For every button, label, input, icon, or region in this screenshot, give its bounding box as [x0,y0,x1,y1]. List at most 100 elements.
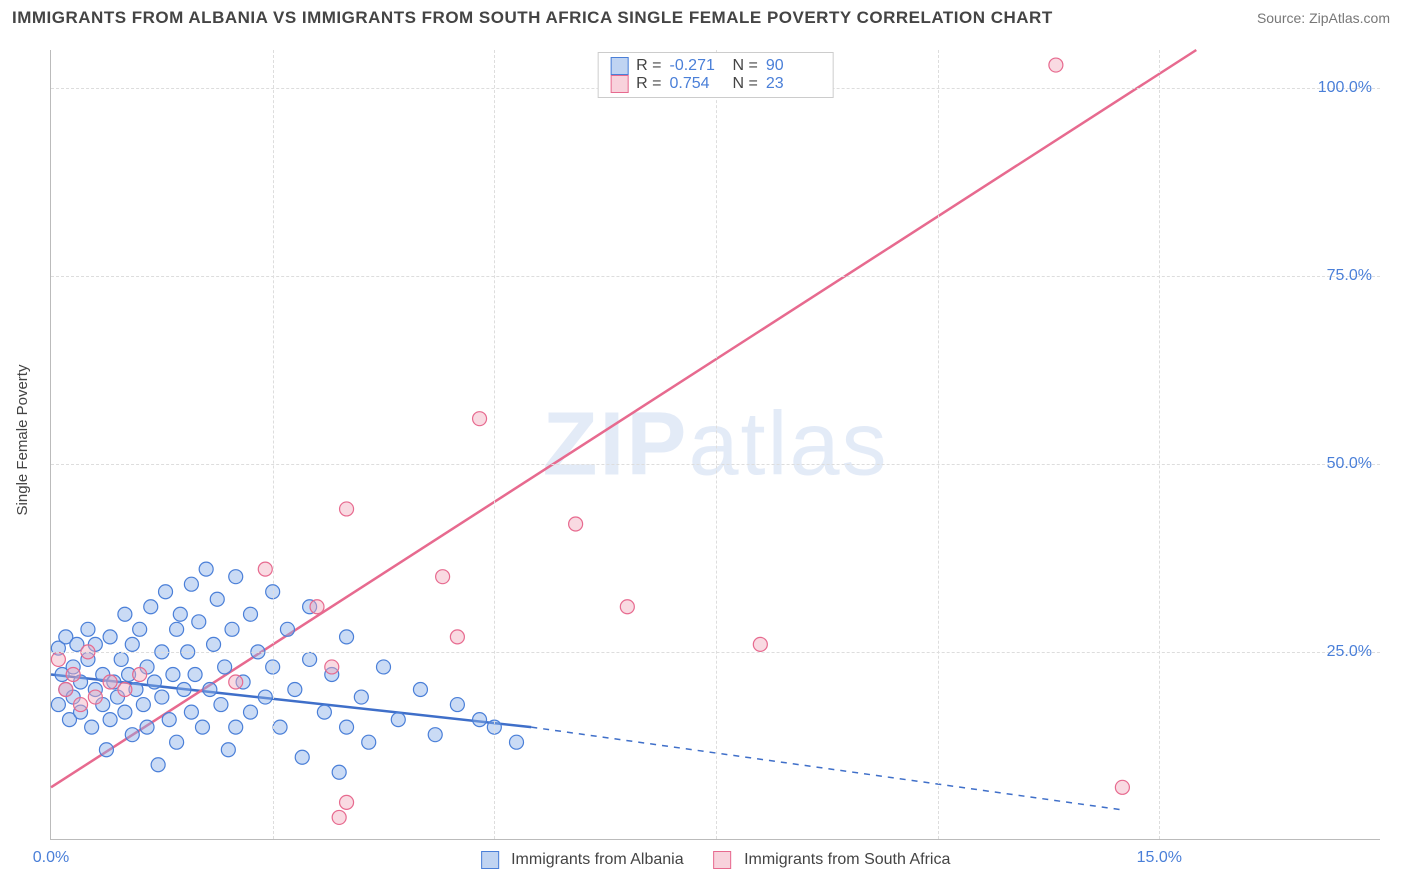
data-point [184,705,198,719]
data-point [340,795,354,809]
data-point [340,720,354,734]
data-point [273,720,287,734]
gridline-v [1159,50,1160,839]
data-point [184,577,198,591]
data-point [473,713,487,727]
data-point [258,562,272,576]
data-point [473,412,487,426]
data-point [218,660,232,674]
data-point [195,720,209,734]
data-point [188,667,202,681]
data-point [85,720,99,734]
stat-row-series2: R = 0.754 N = 23 [610,75,821,93]
r-value-s2: 0.754 [670,75,725,93]
data-point [391,713,405,727]
data-point [753,637,767,651]
data-point [221,743,235,757]
data-point [317,705,331,719]
r-label: R = [636,57,661,75]
data-point [170,622,184,636]
data-point [51,652,65,666]
data-point [118,683,132,697]
swatch-albania-icon [610,57,628,75]
data-point [66,667,80,681]
y-tick-label: 50.0% [1327,455,1372,473]
data-point [81,622,95,636]
y-tick-label: 75.0% [1327,267,1372,285]
data-point [199,562,213,576]
legend-label-sa: Immigrants from South Africa [744,851,950,868]
data-point [214,698,228,712]
data-point [325,660,339,674]
data-point [162,713,176,727]
data-point [340,502,354,516]
data-point [59,683,73,697]
data-point [166,667,180,681]
trend-line-dashed [531,727,1122,810]
data-point [428,728,442,742]
legend-swatch-sa-icon [714,851,732,869]
data-point [144,600,158,614]
r-label2: R = [636,75,661,93]
data-point [125,637,139,651]
y-tick-label: 25.0% [1327,643,1372,661]
data-point [177,683,191,697]
data-point [118,705,132,719]
n-value-s1: 90 [766,57,821,75]
data-point [436,570,450,584]
n-value-s2: 23 [766,75,821,93]
data-point [1049,58,1063,72]
data-point [133,622,147,636]
data-point [229,720,243,734]
data-point [332,810,346,824]
data-point [225,622,239,636]
data-point [362,735,376,749]
data-point [103,675,117,689]
data-point [51,698,65,712]
legend-bottom: Immigrants from Albania Immigrants from … [481,851,951,869]
x-tick-label: 0.0% [33,849,69,867]
data-point [280,622,294,636]
data-point [510,735,524,749]
data-point [118,607,132,621]
data-point [74,698,88,712]
r-value-s1: -0.271 [670,57,725,75]
data-point [210,592,224,606]
data-point [88,690,102,704]
data-point [147,675,161,689]
data-point [114,652,128,666]
data-point [207,637,221,651]
legend-item-albania: Immigrants from Albania [481,851,684,869]
source-label: Source: ZipAtlas.com [1257,10,1390,26]
plot-area: ZIPatlas R = -0.271 N = 90 R = 0.754 N =… [50,50,1380,840]
data-point [103,630,117,644]
n-label2: N = [733,75,758,93]
data-point [413,683,427,697]
legend-swatch-albania-icon [481,851,499,869]
data-point [620,600,634,614]
data-point [173,607,187,621]
gridline-v [273,50,274,839]
data-point [136,698,150,712]
data-point [155,690,169,704]
data-point [244,705,258,719]
data-point [140,720,154,734]
data-point [569,517,583,531]
legend-label-albania: Immigrants from Albania [511,851,684,868]
data-point [229,570,243,584]
data-point [1115,780,1129,794]
swatch-sa-icon [610,75,628,93]
n-label: N = [733,57,758,75]
chart-title: IMMIGRANTS FROM ALBANIA VS IMMIGRANTS FR… [12,8,1053,28]
data-point [377,660,391,674]
data-point [133,667,147,681]
data-point [99,743,113,757]
data-point [229,675,243,689]
data-point [203,683,217,697]
data-point [288,683,302,697]
stat-legend-box: R = -0.271 N = 90 R = 0.754 N = 23 [597,52,834,98]
trend-line [51,50,1196,787]
data-point [303,652,317,666]
y-tick-label: 100.0% [1318,79,1372,97]
data-point [151,758,165,772]
